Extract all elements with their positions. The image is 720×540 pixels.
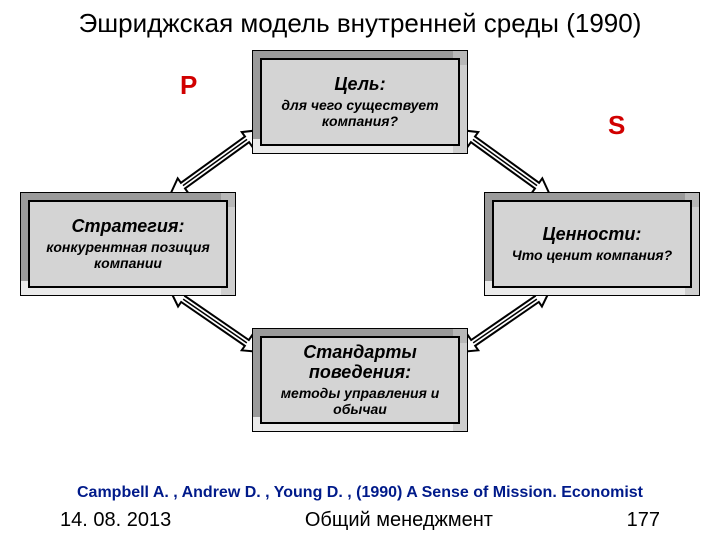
label-p: P bbox=[180, 70, 197, 101]
node-goal-title: Цель: bbox=[334, 75, 385, 95]
page-title: Эшриджская модель внутренней среды (1990… bbox=[0, 8, 720, 39]
footer-date: 14. 08. 2013 bbox=[60, 509, 171, 532]
node-standards-sub: методы управления и обычаи bbox=[268, 385, 452, 417]
node-strategy-sub: конкурентная позиция компании bbox=[36, 239, 220, 271]
node-strategy-title: Стратегия: bbox=[72, 217, 185, 237]
node-standards-title: Стандарты поведения: bbox=[268, 343, 452, 383]
node-standards: Стандарты поведения: методы управления и… bbox=[260, 336, 460, 424]
node-goal-sub: для чего существует компания? bbox=[268, 97, 452, 129]
node-values-sub: Что ценит компания? bbox=[512, 247, 672, 263]
footer-center: Общий менеджмент bbox=[305, 509, 493, 532]
node-goal: Цель: для чего существует компания? bbox=[260, 58, 460, 146]
citation-text: Campbell A. , Andrew D. , Young D. , (19… bbox=[0, 484, 720, 502]
node-strategy: Стратегия: конкурентная позиция компании bbox=[28, 200, 228, 288]
label-s: S bbox=[608, 110, 625, 141]
footer-page: 177 bbox=[627, 509, 660, 532]
node-values: Ценности: Что ценит компания? bbox=[492, 200, 692, 288]
node-values-title: Ценности: bbox=[543, 225, 642, 245]
footer: 14. 08. 2013 Общий менеджмент 177 bbox=[0, 509, 720, 532]
